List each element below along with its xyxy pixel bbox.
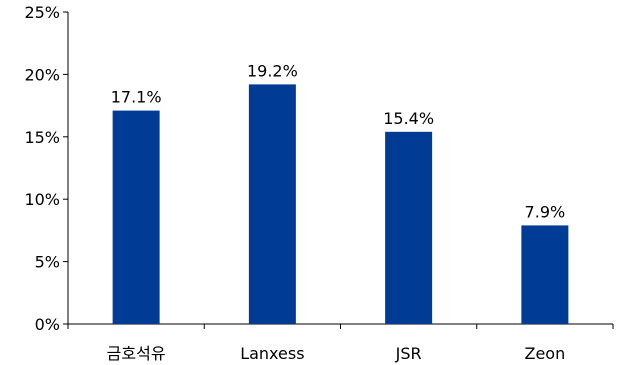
bar [521, 225, 569, 324]
y-tick-label: 15% [24, 128, 60, 147]
y-axis: 0% 5% 10% 15% 20% 25% [24, 3, 69, 334]
data-label: 15.4% [383, 109, 434, 128]
x-axis: 금호석유 Lanxess JSR Zeon [67, 323, 614, 363]
y-tick-label: 0% [35, 315, 60, 334]
data-label: 17.1% [111, 88, 162, 107]
x-category-label: Zeon [525, 344, 566, 363]
y-tick-label: 10% [24, 190, 60, 209]
data-labels: 17.1% 19.2% 15.4% 7.9% [111, 61, 565, 221]
x-category-label: JSR [395, 344, 422, 363]
x-category-label: Lanxess [240, 344, 304, 363]
data-label: 19.2% [247, 61, 298, 80]
bar [248, 84, 296, 324]
data-label: 7.9% [525, 202, 566, 221]
y-tick-label: 25% [24, 3, 60, 22]
y-tick-label: 5% [35, 253, 60, 272]
bar [385, 131, 433, 324]
x-category-label: 금호석유 [107, 344, 166, 363]
y-tick-label: 20% [24, 65, 60, 84]
bar [112, 110, 160, 324]
bars [112, 84, 569, 324]
